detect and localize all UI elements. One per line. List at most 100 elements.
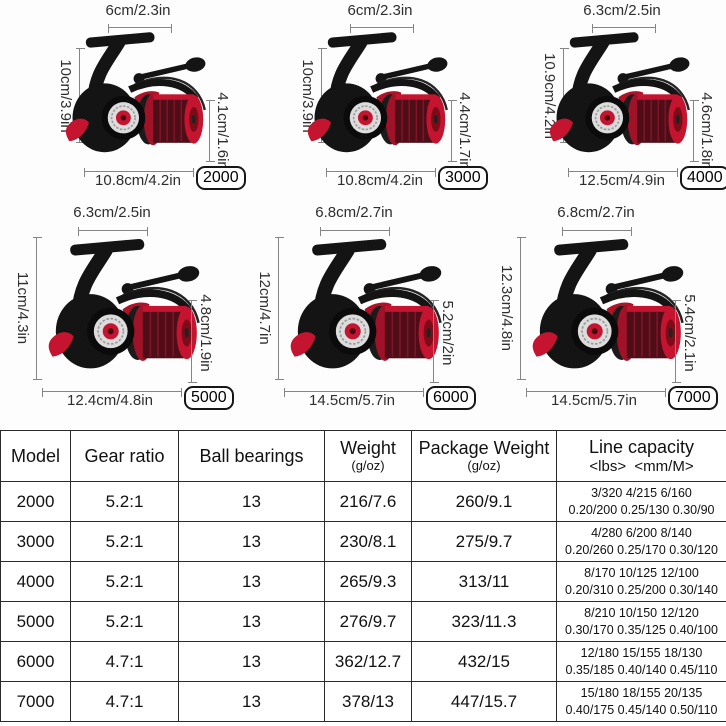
cell-model: 5000 (0, 601, 71, 642)
cell-weight: 362/12.7 (324, 641, 412, 682)
header-row: Model Gear ratio Ball bearings Weight (g… (0, 430, 726, 482)
cell-weight: 378/13 (324, 681, 412, 722)
cell-gear-ratio: 4.7:1 (70, 641, 179, 682)
cell-line-capacity: 4/280 6/200 8/140 0.20/260 0.25/170 0.30/… (556, 521, 726, 562)
cell-model: 6000 (0, 641, 71, 682)
table-row: 5000 5.2:1 13 276/9.7 323/11.3 8/210 10/150 1… (0, 601, 726, 642)
top-width-label: 6.3cm/2.5in (73, 204, 151, 221)
cell-line-capacity: 12/180 15/155 18/130 0.35/185 0.40/140 0.… (556, 641, 726, 682)
reel-panel-6000: 6.8cm/2.7in 12cm/4.7in 5.2cm/2in 14.5cm/5.7… (242, 195, 484, 430)
header-package-weight-label: Package Weight (418, 438, 550, 459)
cell-ball-bearings: 13 (178, 601, 325, 642)
table-row: 7000 4.7:1 13 378/13 447/15.7 15/180 18/155 2… (0, 681, 726, 722)
cell-package-weight: 323/11.3 (411, 601, 557, 642)
spool-height-label: 4.8cm/1.9in (197, 294, 214, 372)
cell-model: 4000 (0, 561, 71, 602)
reel-image-7000 (506, 235, 702, 387)
top-width-dimension-line (108, 24, 172, 33)
header-weight-label: Weight (340, 438, 396, 459)
spinning-reel-illustration (65, 32, 206, 153)
cell-line-capacity: 15/180 18/155 20/135 0.40/175 0.45/140 0.… (556, 681, 726, 722)
model-badge: 4000 (680, 166, 726, 190)
spool-height-dimension-line (430, 300, 439, 383)
total-length-dimension-line (84, 168, 194, 177)
total-length-dimension-line (284, 388, 424, 397)
reel-panel-3000: 6cm/2.3in 10cm/3.9in 4.4cm/1.7in 10.8cm/4.2… (242, 0, 488, 195)
table-row: 3000 5.2:1 13 230/8.1 275/9.7 4/280 6/200 8/1… (0, 521, 726, 562)
model-badge: 6000 (426, 386, 476, 410)
model-badge: 7000 (668, 386, 718, 410)
line-capacity-lbs: 12/180 15/155 18/130 (580, 646, 703, 661)
top-width-dimension-line (78, 227, 148, 236)
top-width-dimension-line (592, 24, 656, 33)
total-length-label: 10.8cm/4.2in (95, 172, 181, 189)
cell-line-capacity: 8/170 10/125 12/100 0.20/310 0.25/200 0.3… (556, 561, 726, 602)
spool-height-dimension-line (672, 300, 681, 383)
line-capacity-mm: 0.20/260 0.25/170 0.30/120 (565, 542, 718, 557)
cell-ball-bearings: 13 (178, 681, 325, 722)
spool-height-label: 5.2cm/2in (439, 300, 456, 366)
header-model: Model (0, 430, 71, 482)
spec-table-header: Model Gear ratio Ball bearings Weight (g… (0, 430, 726, 482)
cell-model: 2000 (0, 481, 71, 522)
top-width-label: 6.8cm/2.7in (315, 204, 393, 221)
total-length-label: 14.5cm/5.7in (309, 392, 395, 409)
reel-panel-2000: 6cm/2.3in 10cm/3.9in 4.1cm/1.6in 10.8cm/4.2… (0, 0, 246, 195)
body-height-label: 12cm/4.7in (256, 271, 273, 345)
cell-line-capacity: 3/320 4/215 6/160 0.20/200 0.25/130 0.30/… (556, 481, 726, 522)
total-length-label: 12.4cm/4.8in (67, 392, 153, 409)
model-badge: 2000 (196, 166, 246, 190)
top-width-label: 6.8cm/2.7in (557, 204, 635, 221)
total-length-dimension-line (568, 168, 678, 177)
header-model-label: Model (10, 445, 61, 466)
line-capacity-mm: 0.20/200 0.25/130 0.30/90 (568, 502, 715, 517)
header-line-capacity-label: Line capacity (588, 437, 695, 458)
table-row: 4000 5.2:1 13 265/9.3 313/11 8/170 10/125 12/… (0, 561, 726, 602)
line-capacity-lbs: 4/280 6/200 8/140 (591, 526, 692, 541)
total-length-label: 12.5cm/4.9in (579, 172, 665, 189)
spinning-reel-illustration (290, 238, 442, 369)
cell-ball-bearings: 13 (178, 561, 325, 602)
model-badge: 5000 (184, 386, 234, 410)
body-height-label: 10cm/3.9in (57, 59, 74, 133)
header-ball-bearings-label: Ball bearings (199, 445, 304, 466)
header-weight: Weight (g/oz) (324, 430, 412, 482)
cell-weight: 216/7.6 (324, 481, 412, 522)
line-capacity-mm: 0.40/175 0.45/140 0.50/110 (565, 702, 718, 717)
body-height-label: 11cm/4.3in (14, 271, 31, 345)
table-row: 6000 4.7:1 13 362/12.7 432/15 12/180 15/155 1… (0, 641, 726, 682)
body-height-dimension-line (318, 48, 327, 143)
spinning-reel-illustration (532, 238, 684, 369)
line-capacity-mm: 0.35/185 0.40/140 0.45/110 (565, 662, 718, 677)
header-package-weight: Package Weight (g/oz) (411, 430, 557, 482)
body-height-dimension-line (76, 48, 85, 143)
line-capacity-lbs: 15/180 18/155 20/135 (580, 686, 703, 701)
line-capacity-mm: 0.30/170 0.35/125 0.40/100 (565, 622, 718, 637)
reel-panel-4000: 6.3cm/2.5in 10.9cm/4.2in 4.6cm/1.8in 12.5cm… (484, 0, 726, 195)
body-height-dimension-line (275, 237, 284, 380)
cell-weight: 276/9.7 (324, 601, 412, 642)
reel-panel-7000: 6.8cm/2.7in 12.3cm/4.8in 5.4cm/2.1in 14.5cm… (484, 195, 726, 430)
body-height-label: 10.9cm/4.2in (541, 53, 558, 139)
reel-panels: 6cm/2.3in 10cm/3.9in 4.1cm/1.6in 10.8cm/4.2… (0, 0, 726, 430)
reel-image-2000 (42, 28, 222, 170)
total-length-dimension-line (42, 388, 182, 397)
cell-package-weight: 313/11 (411, 561, 557, 602)
reel-image-6000 (264, 235, 460, 387)
spool-height-label: 5.4cm/2.1in (681, 294, 698, 372)
table-row: 2000 5.2:1 13 216/7.6 260/9.1 3/320 4/215 6/1… (0, 481, 726, 522)
top-width-dimension-line (320, 227, 390, 236)
reel-image-5000 (22, 235, 218, 387)
line-capacity-lbs: 3/320 4/215 6/160 (591, 486, 692, 501)
cell-gear-ratio: 5.2:1 (70, 601, 179, 642)
header-line-capacity-unit: <lbs> <mm/M> (589, 457, 694, 475)
body-height-dimension-line (560, 48, 569, 143)
cell-model: 3000 (0, 521, 71, 562)
cell-ball-bearings: 13 (178, 641, 325, 682)
body-height-dimension-line (33, 237, 42, 380)
top-width-dimension-line (562, 227, 632, 236)
model-badge: 3000 (438, 166, 488, 190)
reel-image-3000 (284, 28, 464, 170)
top-width-label: 6cm/2.3in (347, 2, 413, 19)
